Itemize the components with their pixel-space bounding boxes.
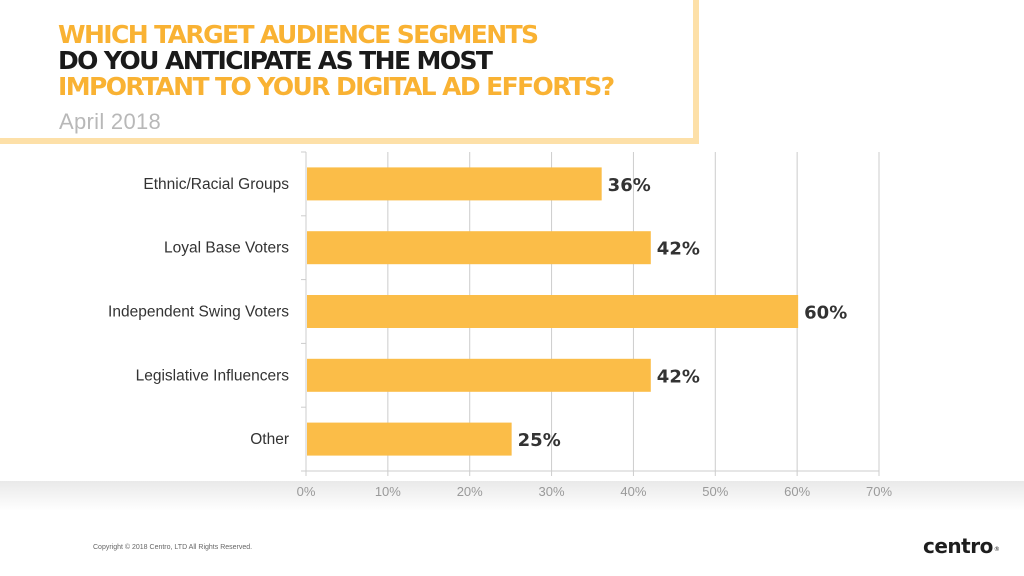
data-label: 36%: [608, 175, 651, 196]
x-tick-label: 10%: [375, 484, 401, 499]
x-tick-label: 30%: [539, 484, 565, 499]
x-tick-label: 70%: [866, 484, 892, 499]
category-label: Loyal Base Voters: [164, 240, 289, 257]
title-line-1: WHICH TARGET AUDIENCE SEGMENTS: [58, 20, 539, 49]
data-label: 42%: [657, 366, 700, 387]
copyright-text: Copyright © 2018 Centro, LTD All Rights …: [93, 544, 253, 551]
category-label: Other: [250, 431, 289, 448]
bar: [307, 358, 651, 392]
logo-text: centro: [923, 534, 993, 558]
bar: [307, 167, 602, 201]
x-tick-label: 0%: [297, 484, 316, 499]
bar: [307, 295, 799, 328]
chart-title: WHICH TARGET AUDIENCE SEGMENTS DO YOU AN…: [58, 20, 615, 101]
chart-subtitle: April 2018: [59, 109, 162, 134]
centro-logo: centro®: [923, 534, 1000, 558]
data-label: 42%: [657, 239, 700, 260]
title-line-2: DO YOU ANTICIPATE AS THE MOST: [58, 46, 493, 75]
bar: [307, 422, 512, 456]
data-label: 25%: [518, 430, 561, 451]
title-frame: [0, 0, 699, 144]
x-tick-label: 60%: [784, 484, 810, 499]
bar: [307, 231, 651, 265]
category-label: Legislative Influencers: [136, 367, 290, 384]
x-tick-label: 40%: [620, 484, 646, 499]
x-tick-label: 50%: [702, 484, 728, 499]
x-tick-label: 20%: [457, 484, 483, 499]
title-line-3: IMPORTANT TO YOUR DIGITAL AD EFFORTS?: [58, 72, 615, 101]
category-label: Independent Swing Voters: [108, 304, 289, 321]
data-label: 60%: [804, 303, 847, 324]
bottom-band: [0, 481, 1024, 511]
registered-mark: ®: [993, 546, 1000, 553]
category-label: Ethnic/Racial Groups: [143, 176, 289, 193]
